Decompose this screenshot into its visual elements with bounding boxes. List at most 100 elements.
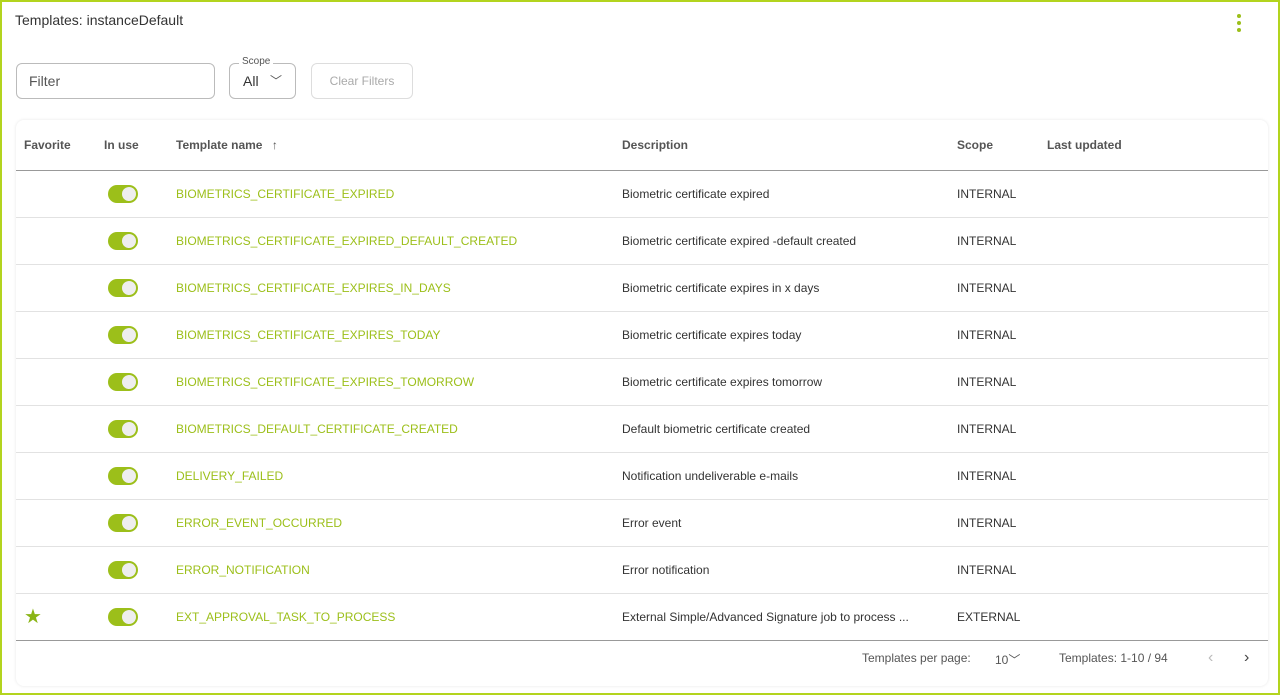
scope-cell: INTERNAL: [949, 311, 1039, 359]
template-name-link[interactable]: ERROR_EVENT_OCCURRED: [176, 515, 343, 530]
last-updated-cell: [1039, 546, 1268, 594]
col-description[interactable]: Description: [614, 120, 949, 171]
table-row[interactable]: ERROR_EVENT_OCCURRED Error event INTERNA…: [16, 499, 1268, 547]
next-page-icon[interactable]: ›: [1244, 649, 1250, 666]
favorite-cell[interactable]: [16, 311, 96, 359]
col-scope[interactable]: Scope: [949, 120, 1039, 171]
in-use-cell: [96, 452, 168, 500]
description-cell: Notification undeliverable e-mails: [614, 452, 949, 500]
table-row[interactable]: BIOMETRICS_CERTIFICATE_EXPIRES_TODAY Bio…: [16, 311, 1268, 359]
last-updated-cell: [1039, 170, 1268, 218]
last-updated-cell: [1039, 358, 1268, 406]
favorite-cell[interactable]: [16, 170, 96, 218]
in-use-toggle[interactable]: [108, 184, 138, 203]
in-use-toggle[interactable]: [108, 466, 138, 485]
star-icon[interactable]: ★: [24, 606, 42, 628]
per-page-select[interactable]: 10﹀: [995, 653, 1021, 667]
in-use-cell: [96, 358, 168, 406]
template-name-link[interactable]: BIOMETRICS_CERTIFICATE_EXPIRES_TOMORROW: [176, 374, 475, 389]
in-use-cell: [96, 264, 168, 312]
table-row[interactable]: BIOMETRICS_CERTIFICATE_EXPIRED_DEFAULT_C…: [16, 217, 1268, 265]
col-in-use[interactable]: In use: [96, 120, 168, 171]
scope-select[interactable]: Scope All ﹀: [229, 56, 296, 99]
description-cell: Biometric certificate expires tomorrow: [614, 358, 949, 406]
scope-cell: INTERNAL: [949, 217, 1039, 265]
in-use-cell: [96, 593, 168, 641]
templates-table: Favorite In use Template name ↑ Descript…: [16, 120, 1268, 641]
per-page-label: Templates per page:: [862, 651, 971, 665]
favorite-cell[interactable]: [16, 405, 96, 453]
in-use-cell: [96, 217, 168, 265]
in-use-toggle[interactable]: [108, 513, 138, 532]
in-use-toggle[interactable]: [108, 560, 138, 579]
in-use-cell: [96, 499, 168, 547]
scope-value: All: [243, 73, 259, 89]
table-row[interactable]: DELIVERY_FAILED Notification undeliverab…: [16, 452, 1268, 500]
favorite-cell[interactable]: [16, 546, 96, 594]
scope-cell: INTERNAL: [949, 499, 1039, 547]
per-page-value: 10: [995, 653, 1009, 667]
template-name-link[interactable]: ERROR_NOTIFICATION: [176, 562, 310, 577]
in-use-toggle[interactable]: [108, 607, 138, 626]
templates-table-card: Favorite In use Template name ↑ Descript…: [16, 120, 1268, 686]
in-use-cell: [96, 170, 168, 218]
template-name-link[interactable]: EXT_APPROVAL_TASK_TO_PROCESS: [176, 609, 396, 624]
in-use-toggle[interactable]: [108, 372, 138, 391]
col-favorite[interactable]: Favorite: [16, 120, 96, 171]
pagination-range: Templates: 1-10 / 94: [1059, 651, 1168, 665]
chevron-down-icon: ﹀: [270, 74, 283, 88]
template-name-link[interactable]: BIOMETRICS_CERTIFICATE_EXPIRED_DEFAULT_C…: [176, 233, 518, 248]
kebab-menu-icon[interactable]: [1232, 14, 1246, 36]
favorite-cell[interactable]: [16, 452, 96, 500]
description-cell: Error notification: [614, 546, 949, 594]
template-name-link[interactable]: DELIVERY_FAILED: [176, 468, 284, 483]
in-use-toggle[interactable]: [108, 419, 138, 438]
description-cell: Biometric certificate expires in x days: [614, 264, 949, 312]
col-template-name[interactable]: Template name ↑: [168, 120, 614, 171]
page-title: Templates: instanceDefault: [15, 12, 184, 28]
scope-cell: EXTERNAL: [949, 593, 1039, 641]
last-updated-cell: [1039, 405, 1268, 453]
template-name-link[interactable]: BIOMETRICS_CERTIFICATE_EXPIRED: [176, 186, 395, 201]
last-updated-cell: [1039, 217, 1268, 265]
in-use-cell: [96, 405, 168, 453]
table-row[interactable]: ★ EXT_APPROVAL_TASK_TO_PROCESS External …: [16, 593, 1268, 641]
in-use-toggle[interactable]: [108, 278, 138, 297]
table-row[interactable]: BIOMETRICS_CERTIFICATE_EXPIRED Biometric…: [16, 170, 1268, 218]
scope-cell: INTERNAL: [949, 358, 1039, 406]
scope-cell: INTERNAL: [949, 405, 1039, 453]
scope-cell: INTERNAL: [949, 452, 1039, 500]
description-cell: External Simple/Advanced Signature job t…: [614, 593, 949, 641]
table-row[interactable]: BIOMETRICS_CERTIFICATE_EXPIRES_TOMORROW …: [16, 358, 1268, 406]
in-use-toggle[interactable]: [108, 231, 138, 250]
description-cell: Biometric certificate expired -default c…: [614, 217, 949, 265]
prev-page-icon[interactable]: ‹: [1208, 649, 1214, 666]
table-row[interactable]: BIOMETRICS_DEFAULT_CERTIFICATE_CREATED D…: [16, 405, 1268, 453]
in-use-cell: [96, 311, 168, 359]
scope-cell: INTERNAL: [949, 264, 1039, 312]
favorite-cell[interactable]: [16, 217, 96, 265]
filter-input[interactable]: [16, 63, 215, 99]
favorite-cell[interactable]: ★: [16, 593, 96, 641]
description-cell: Biometric certificate expires today: [614, 311, 949, 359]
col-template-name-label: Template name: [176, 137, 263, 152]
table-row[interactable]: BIOMETRICS_CERTIFICATE_EXPIRES_IN_DAYS B…: [16, 264, 1268, 312]
last-updated-cell: [1039, 264, 1268, 312]
description-cell: Biometric certificate expired: [614, 170, 949, 218]
description-cell: Default biometric certificate created: [614, 405, 949, 453]
favorite-cell[interactable]: [16, 264, 96, 312]
template-name-link[interactable]: BIOMETRICS_DEFAULT_CERTIFICATE_CREATED: [176, 421, 458, 436]
clear-filters-button[interactable]: Clear Filters: [311, 63, 413, 99]
description-cell: Error event: [614, 499, 949, 547]
table-row[interactable]: ERROR_NOTIFICATION Error notification IN…: [16, 546, 1268, 594]
last-updated-cell: [1039, 499, 1268, 547]
last-updated-cell: [1039, 452, 1268, 500]
template-name-link[interactable]: BIOMETRICS_CERTIFICATE_EXPIRES_IN_DAYS: [176, 280, 451, 295]
in-use-cell: [96, 546, 168, 594]
col-last-updated[interactable]: Last updated: [1039, 120, 1268, 171]
favorite-cell[interactable]: [16, 499, 96, 547]
in-use-toggle[interactable]: [108, 325, 138, 344]
favorite-cell[interactable]: [16, 358, 96, 406]
template-name-link[interactable]: BIOMETRICS_CERTIFICATE_EXPIRES_TODAY: [176, 327, 441, 342]
